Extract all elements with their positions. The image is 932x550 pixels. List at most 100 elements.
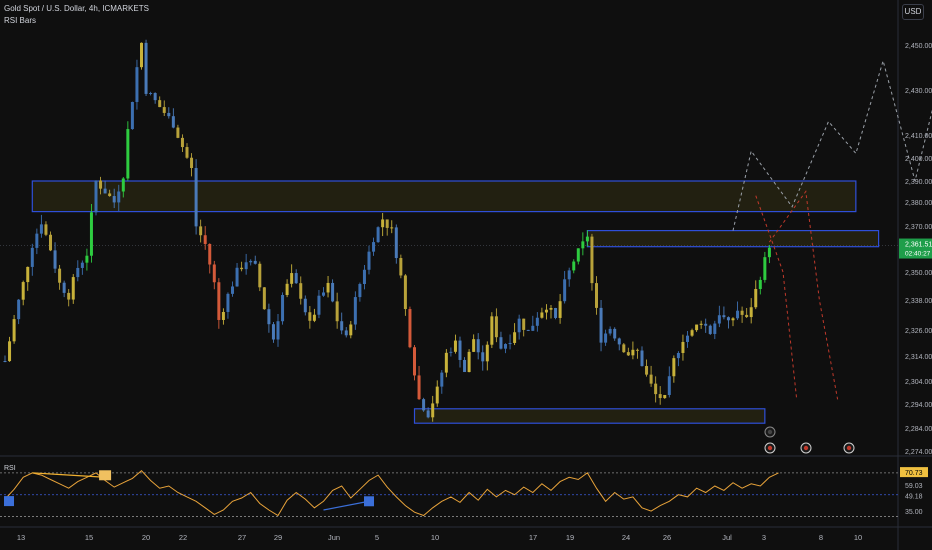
candle-body (686, 335, 689, 342)
candle-body (258, 263, 262, 288)
candle-body (444, 352, 448, 373)
price-tick-label: 2,338.00 (905, 298, 932, 305)
price-tick-label: 2,314.00 (905, 354, 932, 361)
candle-body (331, 282, 335, 302)
candle-body (563, 279, 567, 302)
price-tick-label: 2,294.00 (905, 402, 932, 409)
candle-body (117, 191, 121, 203)
candle-body (385, 219, 389, 228)
candle-body (499, 337, 503, 349)
time-tick-label: Jul (722, 533, 732, 542)
candle-body (335, 301, 339, 322)
candle-body (103, 188, 107, 194)
supply-demand-zone (586, 230, 880, 248)
price-tick-label: 2,380.00 (905, 200, 932, 207)
candle-body (626, 352, 630, 356)
candle-body (21, 282, 25, 300)
candle-body (481, 352, 485, 362)
candle-body (567, 270, 571, 280)
candle-body (453, 340, 457, 352)
candle-body (326, 282, 330, 293)
symbol-title: Gold Spot / U.S. Dollar, 4h, ICMARKETS (4, 4, 149, 13)
candle-body (576, 248, 580, 262)
candle-body (649, 374, 653, 384)
candle-body (303, 298, 307, 313)
bull-marker (364, 496, 374, 507)
candle-body (167, 112, 171, 117)
candle-body (731, 318, 735, 321)
candle-body (208, 243, 212, 265)
candle-body (658, 394, 662, 399)
candle-body (485, 344, 489, 362)
candle-body (322, 292, 325, 296)
candle-body (112, 196, 116, 203)
supply-demand-zone (31, 180, 857, 213)
candle-body (267, 309, 271, 325)
price-tick-label: 2,430.00 (905, 88, 932, 95)
time-tick-label: 8 (819, 533, 823, 542)
time-tick-label: 17 (529, 533, 537, 542)
time-tick-label: 15 (85, 533, 93, 542)
rsi-divergence-bearish (32, 472, 106, 478)
candle-body (199, 226, 203, 236)
candle-body (736, 310, 740, 319)
candle-body (435, 386, 439, 404)
time-tick-label: 29 (274, 533, 282, 542)
candle-body (622, 344, 626, 353)
candle-body (676, 352, 680, 359)
candle-body (640, 350, 644, 367)
candle-body (217, 282, 221, 320)
candle-body (767, 247, 771, 258)
candle-body (340, 321, 344, 331)
candle-body (362, 269, 366, 285)
candle-body (522, 318, 526, 330)
candle-body (745, 314, 749, 318)
candle-body (171, 116, 175, 128)
candle-body (190, 157, 194, 169)
candle-body (58, 268, 62, 283)
candle-body (672, 358, 676, 377)
event-marker-dot (767, 445, 773, 451)
candle-body (3, 361, 7, 362)
time-tick-label: 3 (762, 533, 766, 542)
candle-body (294, 273, 298, 284)
candle-body (276, 321, 280, 340)
candle-body (381, 219, 385, 228)
candle-body (517, 318, 521, 333)
event-marker-dot (803, 445, 809, 451)
candle-body (281, 294, 285, 322)
candle-body (513, 332, 517, 343)
candle-body (431, 403, 435, 418)
candle-body (695, 324, 699, 331)
candle-body (344, 330, 348, 336)
candle-body (285, 283, 289, 295)
candle-body (654, 383, 658, 395)
candle-body (99, 180, 103, 189)
candle-body (540, 312, 544, 318)
candle-body (44, 224, 48, 235)
candle-body (754, 289, 758, 308)
price-tick-label: 2,326.00 (905, 328, 932, 335)
currency-badge[interactable]: USD (902, 4, 924, 20)
candle-body (476, 339, 480, 353)
candle-body (249, 260, 253, 263)
candle-body (708, 325, 712, 334)
candle-body (531, 325, 535, 331)
candle-body (176, 127, 180, 138)
candle-body (53, 250, 57, 269)
candle-body (235, 267, 239, 287)
candle-body (422, 399, 426, 411)
candle-body (645, 366, 649, 375)
candle-body (763, 257, 767, 280)
current-price-tag (899, 238, 932, 259)
candle-body (726, 317, 730, 321)
candle-body (554, 308, 558, 318)
event-marker-dot (767, 429, 773, 435)
candle-body (426, 410, 430, 418)
candle-body (526, 329, 530, 331)
candle-body (681, 341, 685, 353)
rsi-line (4, 470, 779, 517)
time-tick-label: 20 (142, 533, 150, 542)
candle-body (308, 312, 312, 321)
